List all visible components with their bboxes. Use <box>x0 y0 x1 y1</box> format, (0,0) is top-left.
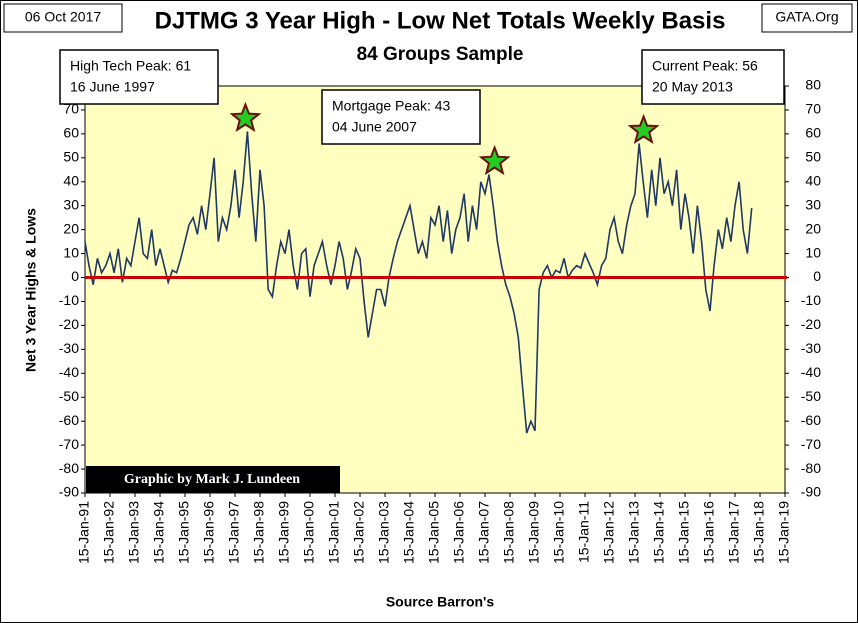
y2-tick-label: -90 <box>801 484 821 500</box>
y-tick-label: 30 <box>63 196 79 212</box>
annotation-box <box>641 49 785 105</box>
y-axis-label: Net 3 Year Highs & Lows <box>23 208 39 372</box>
y2-tick-label: 40 <box>805 172 821 188</box>
site-label: GATA.Org <box>775 9 838 25</box>
x-tick-label: 15-Jan-91 <box>76 501 92 564</box>
x-tick-label: 15-Jan-96 <box>201 501 217 564</box>
x-tick-label: 15-Jan-98 <box>251 501 267 564</box>
y2-tick-label: 70 <box>805 101 821 117</box>
x-tick-label: 15-Jan-99 <box>276 501 292 564</box>
plot-area <box>84 85 786 494</box>
x-tick-label: 15-Jan-00 <box>301 501 317 564</box>
x-tick-label: 15-Jan-09 <box>526 501 542 564</box>
x-tick-label: 15-Jan-95 <box>176 501 192 564</box>
date-box <box>3 3 123 33</box>
y-tick-label: -40 <box>59 364 79 380</box>
x-tick-label: 15-Jan-06 <box>451 501 467 564</box>
annotation-text: 16 June 1997 <box>70 79 155 95</box>
annotation-text: 20 May 2013 <box>652 79 733 95</box>
credit-box <box>86 466 340 493</box>
y2-tick-label: -10 <box>801 292 821 308</box>
annotation-text: 04 June 2007 <box>332 119 417 135</box>
x-tick-label: 15-Jan-93 <box>126 501 142 564</box>
annotation-text: Current Peak: 56 <box>652 58 758 74</box>
y-tick-label: -90 <box>59 484 79 500</box>
y2-tick-label: 10 <box>805 244 821 260</box>
y2-tick-label: 80 <box>805 77 821 93</box>
y2-tick-label: 30 <box>805 196 821 212</box>
y2-tick-label: -40 <box>801 364 821 380</box>
y-tick-label: 20 <box>63 220 79 236</box>
annotation-text: High Tech Peak: 61 <box>70 58 191 74</box>
x-tick-label: 15-Jan-08 <box>501 501 517 564</box>
y-tick-label: -20 <box>59 316 79 332</box>
x-tick-label: 15-Jan-92 <box>101 501 117 564</box>
series-line <box>84 131 753 434</box>
x-tick-label: 15-Jan-94 <box>151 501 167 564</box>
y-tick-label: 0 <box>71 268 79 284</box>
x-tick-label: 15-Jan-19 <box>776 501 792 564</box>
x-tick-label: 15-Jan-03 <box>376 501 392 564</box>
y-tick-label: 60 <box>63 125 79 141</box>
x-tick-label: 15-Jan-12 <box>601 501 617 564</box>
x-tick-label: 15-Jan-01 <box>326 501 342 564</box>
x-tick-label: 15-Jan-18 <box>751 501 767 564</box>
peak-star <box>229 101 262 133</box>
x-tick-label: 15-Jan-10 <box>551 501 567 564</box>
y2-tick-label: -70 <box>801 436 821 452</box>
y2-tick-label: -60 <box>801 412 821 428</box>
source-box <box>761 3 853 33</box>
chart-subtitle: 84 Groups Sample <box>357 44 524 65</box>
annotation-text: Mortgage Peak: 43 <box>332 98 451 114</box>
y-tick-label: -30 <box>59 340 79 356</box>
y-tick-label: -50 <box>59 388 79 404</box>
y-tick-label: -60 <box>59 412 79 428</box>
y2-tick-label: 20 <box>805 220 821 236</box>
x-tick-label: 15-Jan-05 <box>426 501 442 564</box>
x-tick-label: 15-Jan-13 <box>626 501 642 564</box>
x-tick-label: 15-Jan-16 <box>701 501 717 564</box>
chart-title: DJTMG 3 Year High - Low Net Totals Weekl… <box>155 7 726 34</box>
y-tick-label: 10 <box>63 244 79 260</box>
peak-star <box>478 144 511 176</box>
x-tick-label: 15-Jan-14 <box>651 501 667 564</box>
annotation-box <box>59 49 219 105</box>
y2-tick-label: -50 <box>801 388 821 404</box>
y-tick-label: -10 <box>59 292 79 308</box>
y2-tick-label: 50 <box>805 149 821 165</box>
y2-tick-label: -20 <box>801 316 821 332</box>
y-tick-label: -70 <box>59 436 79 452</box>
date-label: 06 Oct 2017 <box>25 9 101 25</box>
y2-tick-label: 60 <box>805 125 821 141</box>
x-tick-label: 15-Jan-11 <box>576 501 592 563</box>
y2-tick-label: -30 <box>801 340 821 356</box>
x-tick-label: 15-Jan-07 <box>476 501 492 564</box>
x-tick-label: 15-Jan-02 <box>351 501 367 564</box>
x-axis-label: Source Barron's <box>386 594 495 610</box>
y2-tick-label: -80 <box>801 460 821 476</box>
credit-text: Graphic by Mark J. Lundeen <box>124 472 300 487</box>
y-tick-label: 40 <box>63 172 79 188</box>
peak-star <box>627 113 660 145</box>
y-tick-label: -80 <box>59 460 79 476</box>
x-tick-label: 15-Jan-15 <box>676 501 692 564</box>
x-tick-label: 15-Jan-17 <box>726 501 742 564</box>
x-tick-label: 15-Jan-04 <box>401 501 417 564</box>
annotation-box <box>321 89 481 145</box>
x-tick-label: 15-Jan-97 <box>226 501 242 564</box>
y2-tick-label: 0 <box>813 268 821 284</box>
y-tick-label: 50 <box>63 149 79 165</box>
